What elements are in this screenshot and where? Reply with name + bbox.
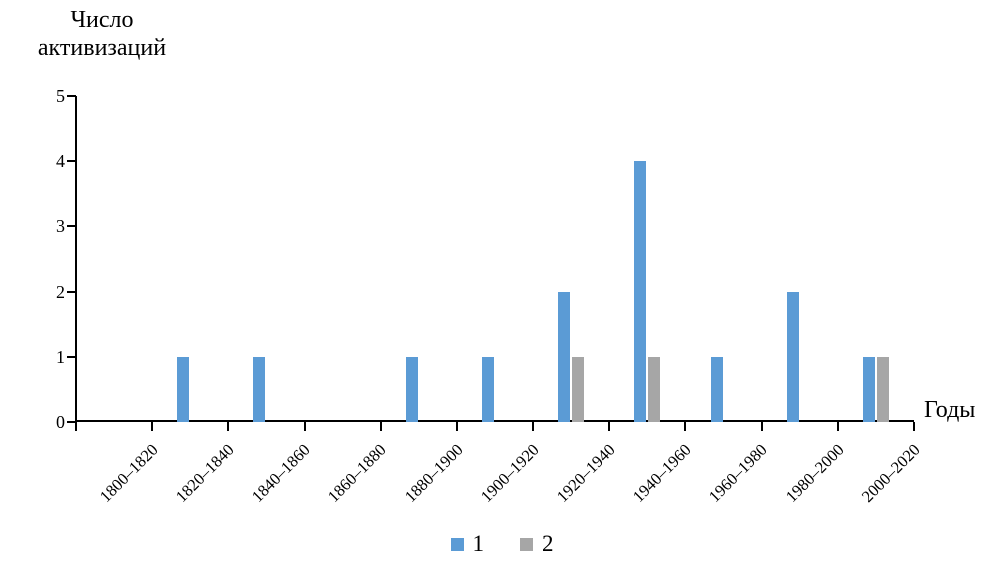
x-tick-label: 1900–1920: [476, 440, 543, 506]
legend-swatch-2: [520, 537, 533, 551]
bar-series-1: [482, 356, 494, 422]
x-tick-mark: [608, 422, 611, 431]
x-tick-mark: [532, 422, 535, 431]
bar-series-1: [405, 356, 418, 422]
bar-series-1: [786, 291, 799, 422]
x-tick-label: 1960–1980: [705, 440, 772, 506]
x-tick-label: 1880–1900: [400, 440, 467, 506]
y-tick-label: 1: [56, 346, 65, 367]
x-tick-mark: [455, 422, 458, 431]
y-tick-mark: [67, 355, 76, 358]
x-tick-label: 1840–1860: [248, 440, 314, 506]
x-tick-mark: [379, 422, 382, 431]
y-tick-mark: [67, 95, 76, 97]
legend-item-1: 1: [450, 531, 485, 557]
x-tick-mark: [760, 422, 763, 431]
y-tick-label: 4: [56, 151, 65, 172]
y-tick-label: 5: [56, 86, 65, 106]
bar-series-1: [862, 356, 875, 422]
x-tick-mark: [913, 422, 915, 431]
bar-series-2: [876, 356, 889, 422]
y-tick-mark: [67, 290, 76, 293]
x-tick-mark: [684, 422, 687, 431]
x-tick-mark: [75, 422, 77, 431]
bar-series-1: [177, 356, 190, 422]
y-axis-title-line2: активизаций: [37, 35, 167, 62]
legend-swatch-1: [450, 537, 464, 551]
x-tick-mark: [836, 422, 839, 431]
x-tick-mark: [303, 422, 306, 431]
x-tick-label: 1860–1880: [324, 440, 391, 506]
legend-label-2: 2: [542, 531, 554, 556]
y-tick-mark: [67, 421, 76, 423]
legend-item-2: 2: [520, 531, 554, 557]
bar-series-2: [648, 356, 661, 422]
y-axis-title-line1: Число: [70, 7, 134, 33]
y-axis-title: Число активизаций: [2, 6, 202, 63]
x-tick-mark: [227, 422, 230, 431]
y-tick-mark: [67, 160, 76, 163]
x-axis-title: Годы: [924, 397, 976, 423]
x-tick-label: 1980–2000: [781, 440, 848, 506]
y-tick-label: 2: [56, 281, 65, 302]
x-tick-label: 1920–1940: [552, 440, 619, 506]
bar-series-1: [634, 161, 647, 422]
bar-series-2: [572, 356, 585, 422]
y-tick-mark: [67, 225, 76, 228]
legend-label-1: 1: [472, 531, 485, 556]
plot-area: [75, 96, 914, 422]
x-tick-label: 2000–2020: [857, 440, 924, 506]
y-tick-label: 3: [56, 216, 65, 237]
bar-series-1: [253, 356, 266, 422]
x-tick-label: 1940–1960: [628, 440, 695, 506]
x-tick-label: 1800–1820: [95, 440, 162, 506]
x-tick-label: 1820–1840: [171, 440, 238, 506]
y-tick-label: 0: [56, 412, 65, 432]
bar-series-1: [558, 291, 571, 422]
x-tick-mark: [151, 422, 154, 431]
bar-series-1: [710, 356, 723, 422]
